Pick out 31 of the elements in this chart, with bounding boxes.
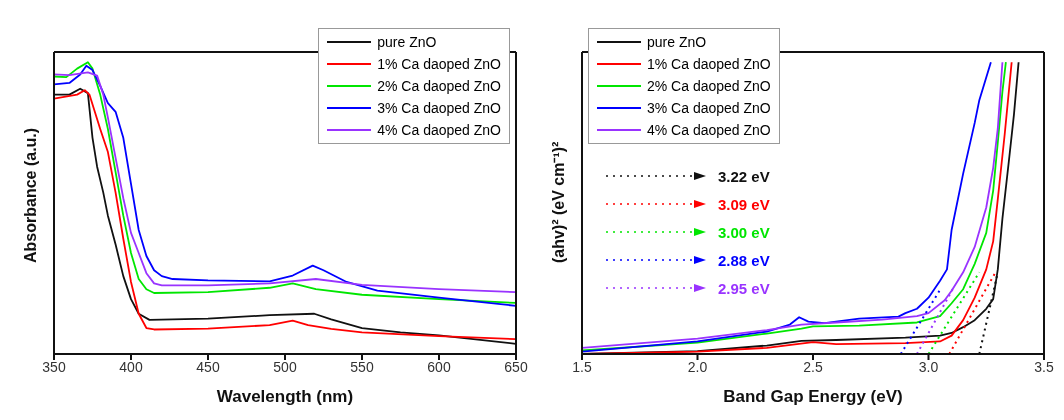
x-tick-label: 1.5 [572,358,592,375]
legend-label: 2% Ca daoped ZnO [377,77,501,96]
x-tick-label: 3.0 [918,358,939,375]
legend-label: pure ZnO [377,33,437,52]
legend-label: 3% Ca daoped ZnO [377,99,501,118]
x-tick-label: 500 [273,358,297,375]
legend-label: pure ZnO [647,33,707,52]
annotation: 2.88 eV [718,251,770,269]
x-tick-label: 450 [196,358,220,375]
x-axis-title: Wavelength (nm) [216,387,354,406]
annotation: 3.22 eV [718,167,770,185]
legend-label: 1% Ca daoped ZnO [377,55,501,74]
annotation: 3.09 eV [718,195,770,213]
x-tick-label: 350 [42,358,66,375]
annotation: 2.95 eV [718,279,770,297]
legend-label: 4% Ca daoped ZnO [647,121,771,140]
x-tick-label: 2.5 [803,358,823,375]
x-tick-label: 650 [504,358,528,375]
y-axis-title: Absorbance (a.u.) [21,127,39,263]
x-tick-label: 3.5 [1034,358,1054,375]
legend-label: 3% Ca daoped ZnO [647,99,771,118]
legend-label: 2% Ca daoped ZnO [647,77,771,96]
x-tick-label: 550 [350,358,374,375]
x-tick-label: 400 [119,358,143,375]
y-axis-title: (ahv)² (eV cm⁻¹)² [549,141,567,263]
x-axis-title: Band Gap Energy (eV) [723,387,903,406]
legend-label: 1% Ca daoped ZnO [647,55,771,74]
x-tick-label: 2.0 [687,358,708,375]
x-tick-label: 600 [427,358,451,375]
annotation: 3.00 eV [718,223,770,241]
legend-label: 4% Ca daoped ZnO [377,121,501,140]
